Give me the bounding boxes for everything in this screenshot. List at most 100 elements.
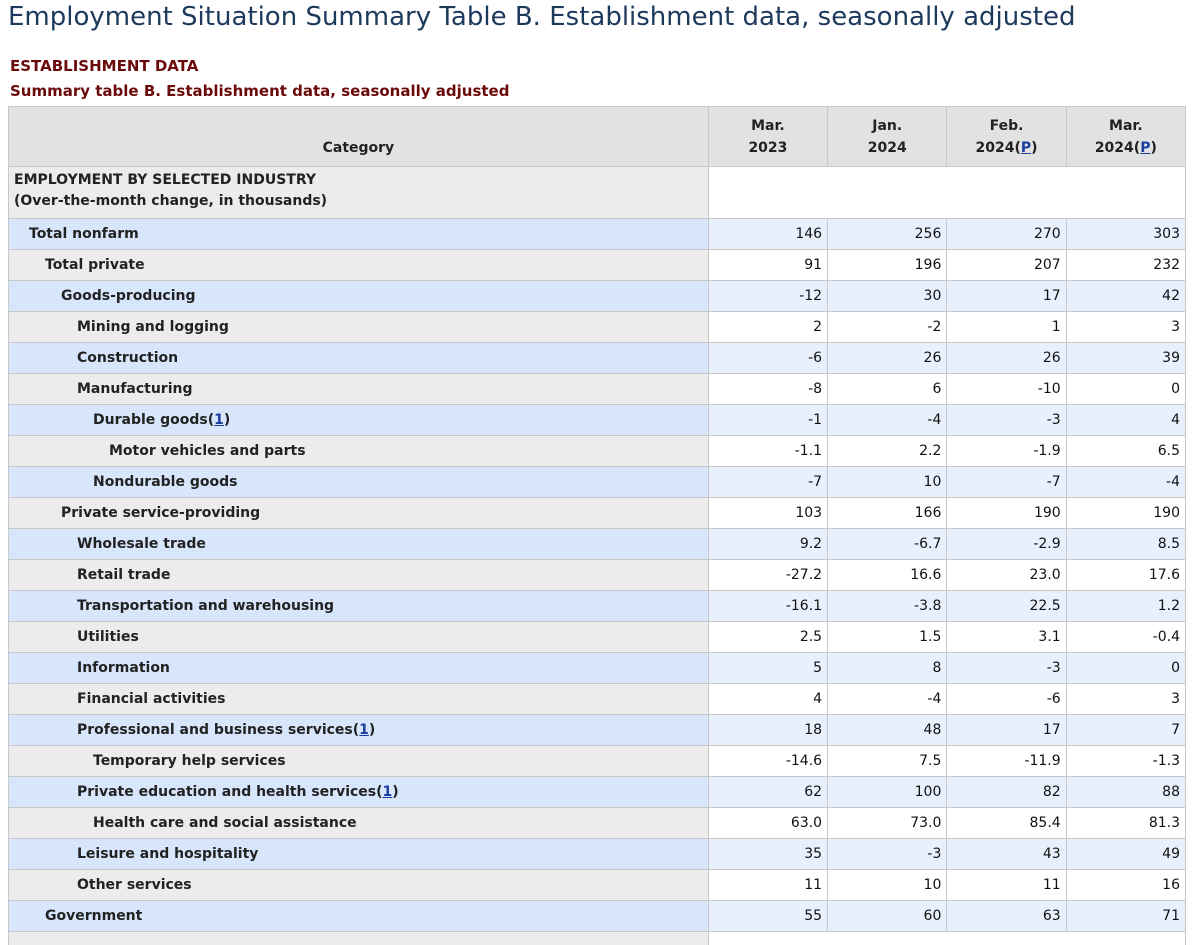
table-row: Temporary help services -14.6 7.5 -11.9 -1.3 bbox=[8, 745, 1187, 777]
row-value-cell: 270 bbox=[946, 218, 1067, 250]
row-value-cell: -12 bbox=[707, 280, 829, 312]
table-row: Durable goods(1) -1 -4 -3 4 bbox=[8, 404, 1187, 436]
table-row: Government 55 60 63 71 bbox=[8, 900, 1187, 932]
column-header-year: 2024( bbox=[1094, 140, 1141, 156]
row-value-cell: -4 bbox=[1065, 466, 1187, 498]
row-label: Private service-providing bbox=[61, 505, 261, 521]
row-value-cell: 26 bbox=[946, 342, 1067, 374]
row-value-cell: 2.5 bbox=[707, 621, 829, 653]
row-category-cell: Other services bbox=[8, 869, 709, 901]
row-value-cell: -0.4 bbox=[1065, 621, 1187, 653]
table-row: Wholesale trade 9.2 -6.7 -2.9 8.5 bbox=[8, 528, 1187, 560]
row-label: Transportation and warehousing bbox=[77, 598, 335, 614]
table-next-row-partial bbox=[8, 931, 1187, 945]
row-value-cell: 1.5 bbox=[827, 621, 948, 653]
row-value-cell: 7 bbox=[1065, 714, 1187, 746]
table-row: Mining and logging 2 -2 1 3 bbox=[8, 311, 1187, 343]
row-category-cell: Transportation and warehousing bbox=[8, 590, 709, 622]
row-category-cell: Professional and business services(1) bbox=[8, 714, 709, 746]
row-label: Utilities bbox=[77, 629, 139, 645]
row-value-cell: 17 bbox=[946, 280, 1067, 312]
footnote-paren: ) bbox=[392, 784, 399, 800]
row-value-cell: -6 bbox=[946, 683, 1067, 715]
row-value-cell: 81.3 bbox=[1065, 807, 1187, 839]
row-value-cell: -1.9 bbox=[946, 435, 1067, 467]
preliminary-note-link[interactable]: P bbox=[1020, 140, 1032, 156]
footnote-paren: ) bbox=[368, 722, 376, 738]
row-label: Retail trade bbox=[77, 567, 171, 583]
row-value-cell: 7.5 bbox=[827, 745, 948, 777]
column-header-mar-2023: Mar. 2023 bbox=[707, 106, 829, 167]
footnote-link[interactable]: 1 bbox=[359, 722, 369, 738]
row-value-cell: 63.0 bbox=[707, 807, 829, 839]
row-value-cell: 63 bbox=[946, 900, 1067, 932]
row-value-cell: 9.2 bbox=[707, 528, 829, 560]
row-value-cell: 55 bbox=[707, 900, 829, 932]
section-subtitle: (Over-the-month change, in thousands) bbox=[14, 193, 328, 209]
row-value-cell: 196 bbox=[827, 249, 948, 281]
row-label: Total nonfarm bbox=[29, 226, 139, 242]
footnote-link[interactable]: 1 bbox=[382, 784, 393, 800]
row-category-cell: Health care and social assistance bbox=[8, 807, 709, 839]
row-value-cell: 16.6 bbox=[827, 559, 948, 591]
column-header-jan-2024: Jan. 2024 bbox=[827, 106, 948, 167]
row-value-cell: 8 bbox=[827, 652, 948, 684]
row-value-cell: -3 bbox=[827, 838, 948, 870]
row-value-cell: 39 bbox=[1065, 342, 1187, 374]
row-value-cell: 60 bbox=[827, 900, 948, 932]
table-row: Private education and health services(1)… bbox=[8, 776, 1187, 808]
row-label: Health care and social assistance bbox=[93, 815, 357, 831]
row-category-cell: Total nonfarm bbox=[8, 218, 709, 250]
row-category-cell: Leisure and hospitality bbox=[8, 838, 709, 870]
row-category-cell: Private education and health services(1) bbox=[8, 776, 709, 808]
row-value-cell: 91 bbox=[707, 249, 829, 281]
row-value-cell: 10 bbox=[827, 466, 948, 498]
footnote-link[interactable]: 1 bbox=[214, 412, 224, 428]
row-value-cell: 71 bbox=[1065, 900, 1187, 932]
row-value-cell: 85.4 bbox=[946, 807, 1067, 839]
row-value-cell: 10 bbox=[827, 869, 948, 901]
footnote-paren: ) bbox=[223, 412, 231, 428]
row-value-cell: 49 bbox=[1065, 838, 1187, 870]
row-value-cell: 30 bbox=[827, 280, 948, 312]
column-header-feb-2024: Feb. 2024(P) bbox=[946, 106, 1067, 167]
row-label: Nondurable goods bbox=[93, 474, 238, 490]
column-header-month: Mar. bbox=[1109, 118, 1143, 134]
row-value-cell: -8 bbox=[707, 373, 829, 405]
row-value-cell: 1.2 bbox=[1065, 590, 1187, 622]
row-category-cell: Wholesale trade bbox=[8, 528, 709, 560]
row-value-cell: -3 bbox=[946, 652, 1067, 684]
row-value-cell: 11 bbox=[707, 869, 829, 901]
row-value-cell: 17.6 bbox=[1065, 559, 1187, 591]
row-value-cell: 43 bbox=[946, 838, 1067, 870]
row-value-cell: -1.3 bbox=[1065, 745, 1187, 777]
row-value-cell: 4 bbox=[707, 683, 829, 715]
row-value-cell: 0 bbox=[1065, 652, 1187, 684]
table-row: Nondurable goods -7 10 -7 -4 bbox=[8, 466, 1187, 498]
partial-cell bbox=[8, 931, 709, 945]
row-category-cell: Temporary help services bbox=[8, 745, 709, 777]
column-header-year: 2024( bbox=[975, 140, 1021, 156]
section-blank-cell bbox=[707, 166, 1187, 219]
row-value-cell: -1 bbox=[707, 404, 829, 436]
row-label: Government bbox=[45, 908, 143, 924]
row-category-cell: Retail trade bbox=[8, 559, 709, 591]
section-row: EMPLOYMENT BY SELECTED INDUSTRY (Over-th… bbox=[8, 166, 1187, 219]
section-heading: ESTABLISHMENT DATA bbox=[10, 57, 199, 75]
row-category-cell: Financial activities bbox=[8, 683, 709, 715]
column-header-month: Mar. bbox=[751, 118, 785, 134]
row-value-cell: 303 bbox=[1065, 218, 1187, 250]
row-value-cell: 3 bbox=[1065, 683, 1187, 715]
row-value-cell: 190 bbox=[946, 497, 1067, 529]
footnote-paren: ( bbox=[207, 412, 215, 428]
row-value-cell: 190 bbox=[1065, 497, 1187, 529]
preliminary-note-link[interactable]: P bbox=[1140, 140, 1151, 156]
row-value-cell: 42 bbox=[1065, 280, 1187, 312]
column-header-month: Feb. bbox=[989, 118, 1024, 134]
row-category-cell: Mining and logging bbox=[8, 311, 709, 343]
section-title: EMPLOYMENT BY SELECTED INDUSTRY bbox=[14, 172, 316, 188]
table-header-row: Category Mar. 2023 Jan. 2024 Feb. 2024(P… bbox=[8, 106, 1187, 167]
row-label: Financial activities bbox=[77, 691, 226, 707]
section-label: EMPLOYMENT BY SELECTED INDUSTRY (Over-th… bbox=[8, 166, 709, 219]
table-row: Motor vehicles and parts -1.1 2.2 -1.9 6.5 bbox=[8, 435, 1187, 467]
